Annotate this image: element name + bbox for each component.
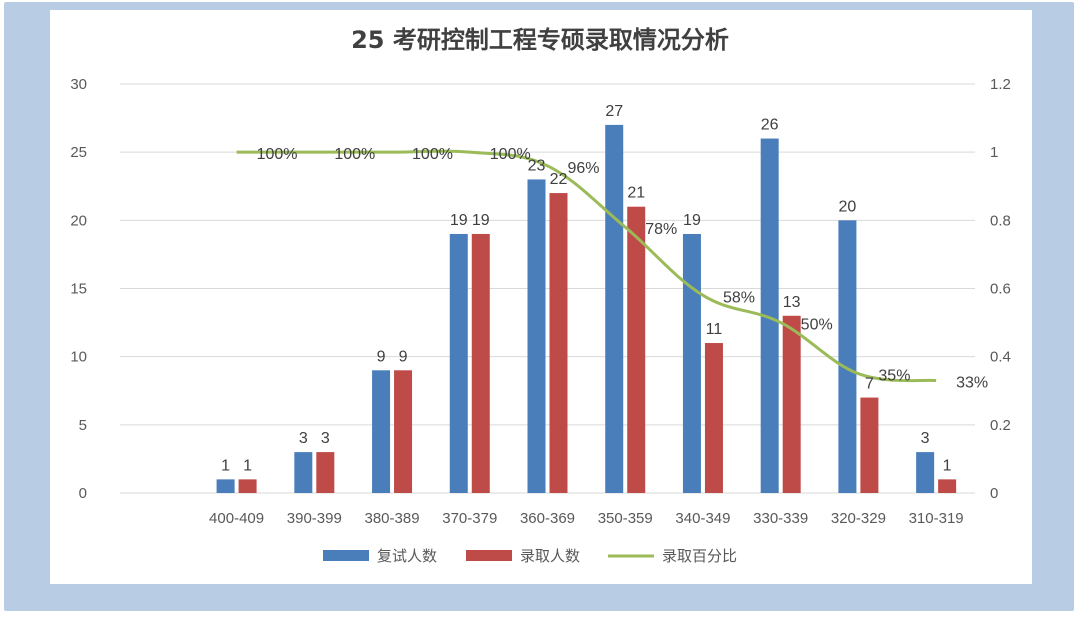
y2-tick-label: 0.2 bbox=[990, 417, 1011, 434]
percentage-label: 35% bbox=[878, 368, 910, 385]
percentage-line-path bbox=[236, 149, 937, 383]
bar-value-label: 22 bbox=[550, 171, 568, 188]
bar-admitted bbox=[394, 370, 413, 493]
y2-tick-label: 0.4 bbox=[990, 349, 1011, 366]
y-tick-label: 25 bbox=[70, 144, 87, 161]
bar-value-label: 13 bbox=[783, 294, 801, 311]
bar-retest bbox=[605, 124, 624, 494]
y2-tick-label: 0.8 bbox=[990, 212, 1011, 229]
bar-value-label: 3 bbox=[321, 430, 330, 447]
y-tick-label: 30 bbox=[70, 76, 87, 93]
bar-retest bbox=[449, 233, 468, 493]
y2-tick-label: 1.2 bbox=[990, 76, 1011, 93]
bar-retest bbox=[372, 370, 391, 493]
y-tick-label: 5 bbox=[79, 417, 87, 434]
bar-value-label: 3 bbox=[921, 430, 930, 447]
percentage-label: 100% bbox=[412, 146, 453, 163]
bar-retest bbox=[838, 220, 857, 494]
bar-value-label: 7 bbox=[865, 376, 874, 393]
percentage-label: 96% bbox=[568, 160, 600, 177]
bar-retest bbox=[294, 452, 313, 493]
bar-retest bbox=[216, 479, 235, 493]
x-axis: 400-409 390-399 380-389 370-379 360-369 350-3… bbox=[209, 510, 964, 527]
percentage-label: 50% bbox=[801, 317, 833, 334]
legend-label-series-0: 复试人数 bbox=[377, 547, 437, 565]
percentage-label: 100% bbox=[334, 146, 375, 163]
y-tick-label: 15 bbox=[70, 281, 87, 298]
x-tick-label: 310-319 bbox=[909, 510, 964, 527]
bar-value-label: 11 bbox=[706, 321, 723, 338]
bars bbox=[216, 124, 957, 494]
bar-value-label: 20 bbox=[839, 198, 857, 215]
x-tick-label: 400-409 bbox=[209, 510, 264, 527]
y-tick-label: 10 bbox=[70, 349, 87, 366]
bar-admitted bbox=[860, 397, 879, 493]
bar-retest bbox=[527, 179, 546, 493]
bar-admitted bbox=[316, 452, 335, 493]
bar-value-label: 9 bbox=[377, 348, 386, 365]
y2-tick-label: 0 bbox=[990, 485, 998, 502]
bar-value-label: 1 bbox=[943, 457, 952, 474]
bar-value-label: 3 bbox=[299, 430, 308, 447]
x-tick-label: 390-399 bbox=[287, 510, 342, 527]
bar-admitted bbox=[238, 479, 257, 493]
bar-retest bbox=[916, 452, 935, 493]
bar-admitted bbox=[627, 206, 646, 493]
y-axis-right: 0 0.2 0.4 0.6 0.8 1 1.2 bbox=[990, 76, 1011, 502]
legend-label-line: 录取百分比 bbox=[662, 547, 737, 565]
y-tick-label: 20 bbox=[70, 212, 87, 229]
bar-value-label: 26 bbox=[761, 117, 779, 134]
bar-value-label: 19 bbox=[472, 212, 490, 229]
bar-value-label: 1 bbox=[221, 457, 230, 474]
percentage-line bbox=[236, 149, 937, 383]
bar-retest bbox=[682, 233, 701, 493]
legend-label-series-1: 录取人数 bbox=[520, 547, 580, 565]
legend-swatch-series-0 bbox=[323, 550, 369, 561]
bar-value-label: 19 bbox=[450, 212, 468, 229]
bar-value-label: 1 bbox=[243, 457, 252, 474]
legend-swatch-series-1 bbox=[466, 550, 512, 561]
bar-value-label: 27 bbox=[605, 103, 623, 120]
x-tick-label: 380-389 bbox=[365, 510, 420, 527]
percentage-label: 33% bbox=[956, 375, 988, 392]
bar-value-label: 9 bbox=[399, 348, 408, 365]
y-axis-left: 0 5 10 15 20 25 30 bbox=[70, 76, 87, 502]
bar-value-label: 23 bbox=[528, 157, 546, 174]
x-tick-label: 340-349 bbox=[675, 510, 730, 527]
x-tick-label: 350-359 bbox=[598, 510, 653, 527]
bar-value-label: 19 bbox=[683, 212, 701, 229]
y-tick-label: 0 bbox=[79, 485, 87, 502]
bar-admitted bbox=[704, 343, 723, 493]
percentage-label: 100% bbox=[257, 146, 298, 163]
y2-tick-label: 0.6 bbox=[990, 281, 1011, 298]
x-tick-label: 370-379 bbox=[442, 510, 497, 527]
bar-admitted bbox=[471, 233, 490, 493]
x-tick-label: 360-369 bbox=[520, 510, 575, 527]
percentage-label: 58% bbox=[723, 289, 755, 306]
y2-tick-label: 1 bbox=[990, 144, 998, 161]
legend: 复试人数 录取人数 录取百分比 bbox=[323, 547, 737, 565]
bar-retest bbox=[760, 138, 779, 494]
bar-admitted bbox=[938, 479, 957, 493]
bar-admitted bbox=[782, 315, 801, 493]
x-tick-label: 330-339 bbox=[753, 510, 808, 527]
bar-admitted bbox=[549, 193, 568, 494]
x-tick-label: 320-329 bbox=[831, 510, 886, 527]
percentage-label: 78% bbox=[645, 221, 677, 238]
bar-value-label: 21 bbox=[627, 185, 645, 202]
chart-title: 25 考研控制工程专硕录取情况分析 bbox=[351, 26, 729, 54]
percentage-label: 100% bbox=[490, 146, 531, 163]
